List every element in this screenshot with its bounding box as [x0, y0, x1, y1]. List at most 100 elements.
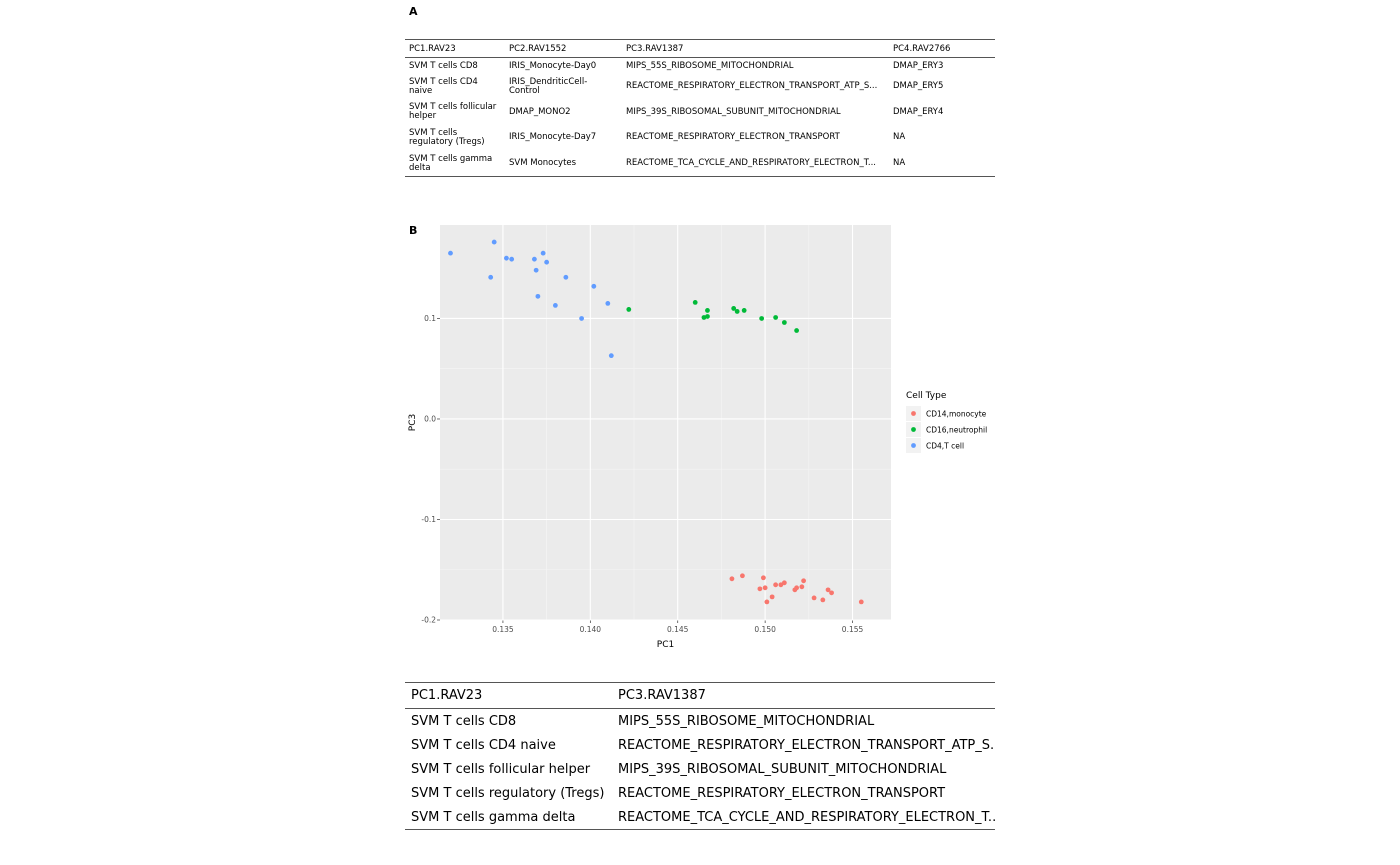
column-header: PC1.RAV23 — [411, 688, 483, 703]
data-point — [794, 585, 800, 591]
data-point — [762, 585, 768, 591]
table-cell: REACTOME_TCA_CYCLE_AND_RESPIRATORY_ELECT… — [618, 809, 995, 825]
data-point — [605, 300, 611, 306]
table-cell: REACTOME_RESPIRATORY_ELECTRON_TRANSPORT — [618, 785, 946, 801]
data-point — [491, 239, 497, 245]
table-cell: REACTOME_TCA_CYCLE_AND_RESPIRATORY_ELECT… — [626, 158, 876, 169]
data-point — [820, 597, 826, 603]
table-row: SVM T cells regulatory (Tregs) IRIS_Mono… — [405, 125, 995, 151]
data-point — [757, 586, 763, 592]
data-point — [858, 599, 864, 605]
table-cell: MIPS_39S_RIBOSOMAL_SUBUNIT_MITOCHONDRIAL — [618, 761, 947, 777]
table-cell: MIPS_55S_RIBOSOME_MITOCHONDRIAL — [626, 60, 794, 71]
table-header-row: PC1.RAV23 PC3.RAV1387 — [405, 682, 995, 709]
column-header: PC1.RAV23 — [409, 43, 456, 54]
legend-label: CD4,T cell — [926, 442, 964, 451]
table-cell: MIPS_55S_RIBOSOME_MITOCHONDRIAL — [618, 713, 875, 729]
data-point — [535, 293, 541, 299]
data-point — [734, 309, 740, 314]
data-point — [544, 259, 550, 265]
data-point — [531, 256, 537, 262]
x-tick-label: 0.150 — [754, 625, 776, 634]
table-cell: IRIS_Monocyte-Day7 — [509, 132, 597, 143]
data-point — [778, 582, 784, 588]
table-cell: SVM T cells follicular helper — [409, 102, 497, 122]
column-header: PC3.RAV1387 — [618, 688, 706, 703]
table-cell: SVM T cells gamma delta — [409, 153, 493, 173]
x-tick-label: 0.155 — [842, 625, 864, 634]
data-point — [781, 580, 787, 586]
data-point — [773, 582, 779, 588]
table-cell: DMAP_ERY5 — [893, 81, 944, 92]
panel-b-label: B — [409, 224, 418, 237]
data-point — [509, 256, 515, 262]
table-cell: SVM T cells CD8 — [411, 713, 517, 729]
data-point — [801, 578, 806, 584]
column-header: PC4.RAV2766 — [893, 43, 951, 54]
data-point — [591, 283, 597, 289]
data-point — [740, 573, 745, 579]
data-point — [731, 306, 737, 311]
table-row: SVM T cells gamma delta SVM Monocytes RE… — [405, 151, 995, 177]
data-point — [799, 584, 805, 590]
data-point — [741, 308, 747, 313]
x-tick-label: 0.135 — [492, 625, 514, 634]
table-cell: NA — [893, 132, 906, 143]
data-point — [773, 315, 779, 320]
column-header: PC2.RAV1552 — [509, 43, 567, 54]
table-cell: REACTOME_RESPIRATORY_ELECTRON_TRANSPORT — [626, 132, 840, 143]
data-point — [692, 299, 698, 305]
data-point — [705, 308, 710, 313]
table-cell: NA — [893, 158, 906, 169]
table-header-row: PC1.RAV23 PC2.RAV1552 PC3.RAV1387 PC4.RA… — [405, 39, 995, 58]
data-point — [781, 320, 787, 325]
table-cell: SVM T cells regulatory (Tregs) — [409, 127, 485, 147]
y-tick-label: -0.1 — [421, 515, 436, 524]
table-cell: SVM T cells follicular helper — [411, 761, 591, 777]
table-cell: DMAP_MONO2 — [509, 106, 571, 117]
data-point — [626, 307, 632, 312]
plot-panel — [440, 225, 891, 620]
table-row: SVM T cells follicular helper DMAP_MONO2… — [405, 100, 995, 126]
data-point — [759, 316, 765, 321]
table-cell: IRIS_Monocyte-Day0 — [509, 60, 597, 71]
data-point — [552, 303, 558, 308]
table-cell: SVM T cells gamma delta — [411, 809, 576, 825]
data-point — [504, 255, 509, 261]
table-cell: MIPS_39S_RIBOSOMAL_SUBUNIT_MITOCHONDRIAL — [626, 106, 841, 117]
data-point — [811, 595, 817, 601]
x-tick-label: 0.140 — [580, 625, 602, 634]
column-header: PC3.RAV1387 — [626, 43, 684, 54]
rav-table-pc1-pc3: PC1.RAV23 PC3.RAV1387 SVM T cells CD8 MI… — [405, 682, 995, 830]
table-row: SVM T cells gamma delta REACTOME_TCA_CYC… — [405, 805, 995, 830]
panel-a-label: A — [409, 5, 418, 18]
legend-marker — [911, 443, 916, 448]
table-cell: SVM Monocytes — [509, 158, 577, 169]
data-point — [608, 353, 614, 359]
data-point — [563, 274, 569, 280]
data-point — [540, 250, 546, 256]
table-row: SVM T cells CD8 MIPS_55S_RIBOSOME_MITOCH… — [405, 709, 995, 734]
legend-marker — [911, 411, 916, 416]
data-point — [794, 328, 800, 333]
data-point — [764, 599, 770, 605]
table-cell: REACTOME_RESPIRATORY_ELECTRON_TRANSPORT_… — [618, 737, 995, 753]
legend-label: CD16,neutrophil — [926, 426, 987, 435]
data-point — [705, 314, 710, 319]
data-point — [760, 575, 766, 581]
legend-label: CD14,monocyte — [926, 410, 987, 419]
table-row: SVM T cells regulatory (Tregs) REACTOME_… — [405, 781, 995, 805]
rav-table-pc1-4: PC1.RAV23 PC2.RAV1552 PC3.RAV1387 PC4.RA… — [405, 39, 995, 177]
table-cell: SVM T cells CD8 — [409, 60, 478, 71]
y-tick-label: 0.1 — [424, 314, 436, 323]
legend-title: Cell Type — [906, 391, 947, 401]
table-cell: SVM T cells CD4 naive — [411, 737, 556, 753]
y-tick-label: -0.2 — [421, 616, 436, 625]
table-cell: REACTOME_RESPIRATORY_ELECTRON_TRANSPORT_… — [626, 81, 878, 92]
data-point — [769, 594, 775, 600]
data-point — [729, 576, 735, 582]
table-cell: DMAP_ERY3 — [893, 60, 944, 71]
table-cell: SVM T cells regulatory (Tregs) — [411, 785, 605, 801]
table-row: SVM T cells CD8 IRIS_Monocyte-Day0 MIPS_… — [405, 58, 995, 75]
data-point — [825, 587, 831, 593]
